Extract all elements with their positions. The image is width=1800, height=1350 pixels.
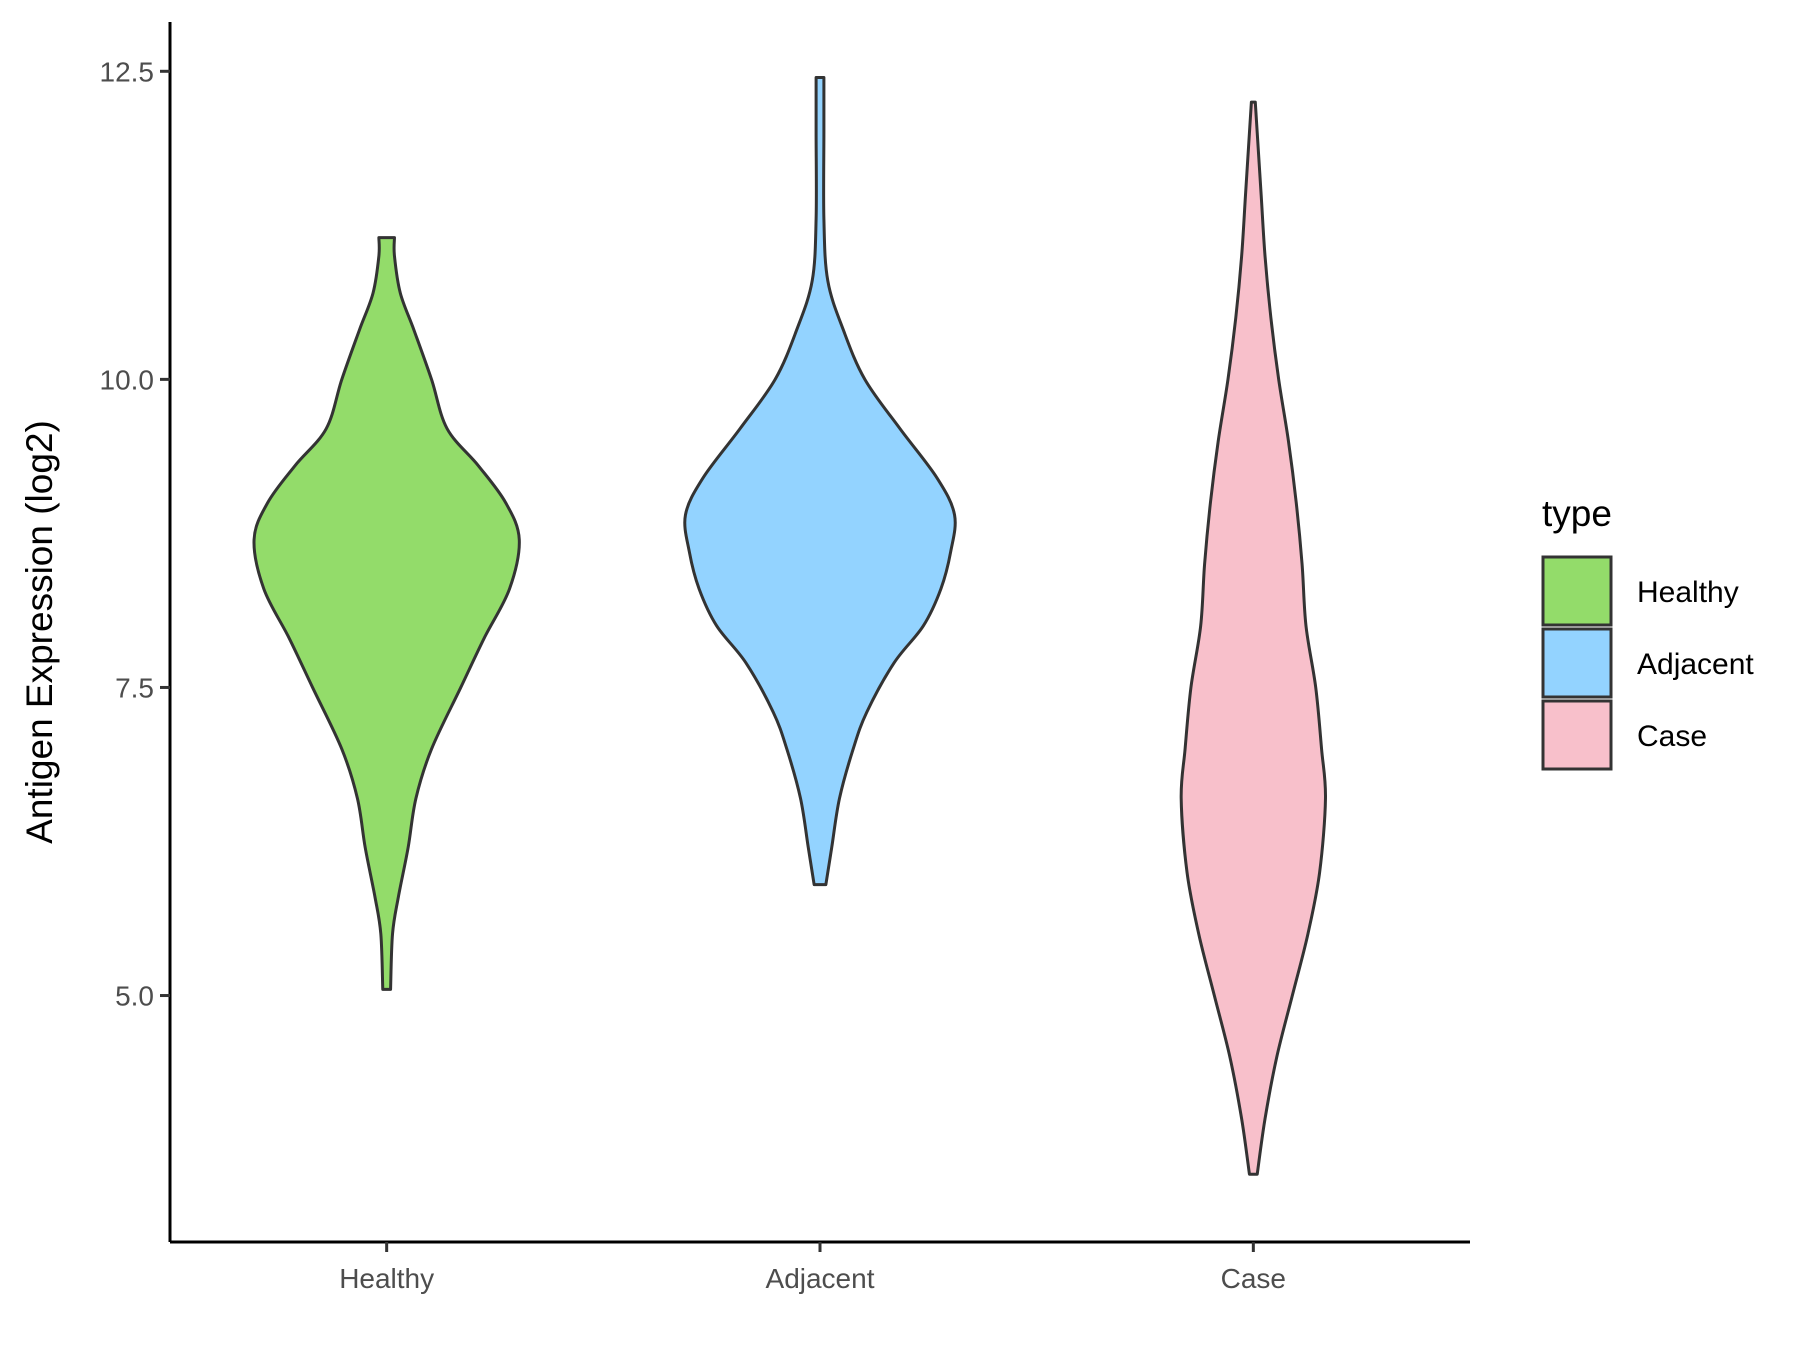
legend-label-healthy: Healthy: [1637, 576, 1739, 609]
y-tick-label: 10.0: [100, 364, 155, 395]
legend-swatch-case: [1541, 699, 1613, 771]
legend-label-adjacent: Adjacent: [1637, 648, 1754, 681]
violin-healthy: [252, 236, 521, 991]
legend-items: Healthy Adjacent Case: [1541, 555, 1754, 771]
y-tick-label: 12.5: [100, 56, 155, 87]
legend-swatch-healthy: [1541, 555, 1613, 627]
legend-title: type: [1542, 493, 1612, 534]
legend: type Healthy Adjacent Case: [1541, 493, 1754, 771]
legend-swatch-adjacent: [1541, 627, 1613, 699]
violin-adjacent: [683, 75, 957, 887]
y-axis-title: Antigen Expression (log2): [19, 420, 60, 844]
x-tick-label: Case: [1221, 1263, 1286, 1294]
legend-label-case: Case: [1637, 720, 1707, 753]
x-ticks: Healthy Adjacent Case: [339, 1242, 1286, 1294]
x-tick-label: Healthy: [339, 1263, 434, 1294]
y-tick-label: 7.5: [115, 672, 154, 703]
violins-layer: [252, 75, 1327, 1176]
y-tick-label: 5.0: [115, 981, 154, 1012]
violin-case: [1179, 100, 1327, 1176]
y-ticks: 5.0 7.5 10.0 12.5: [100, 56, 170, 1012]
x-tick-label: Adjacent: [766, 1263, 875, 1294]
